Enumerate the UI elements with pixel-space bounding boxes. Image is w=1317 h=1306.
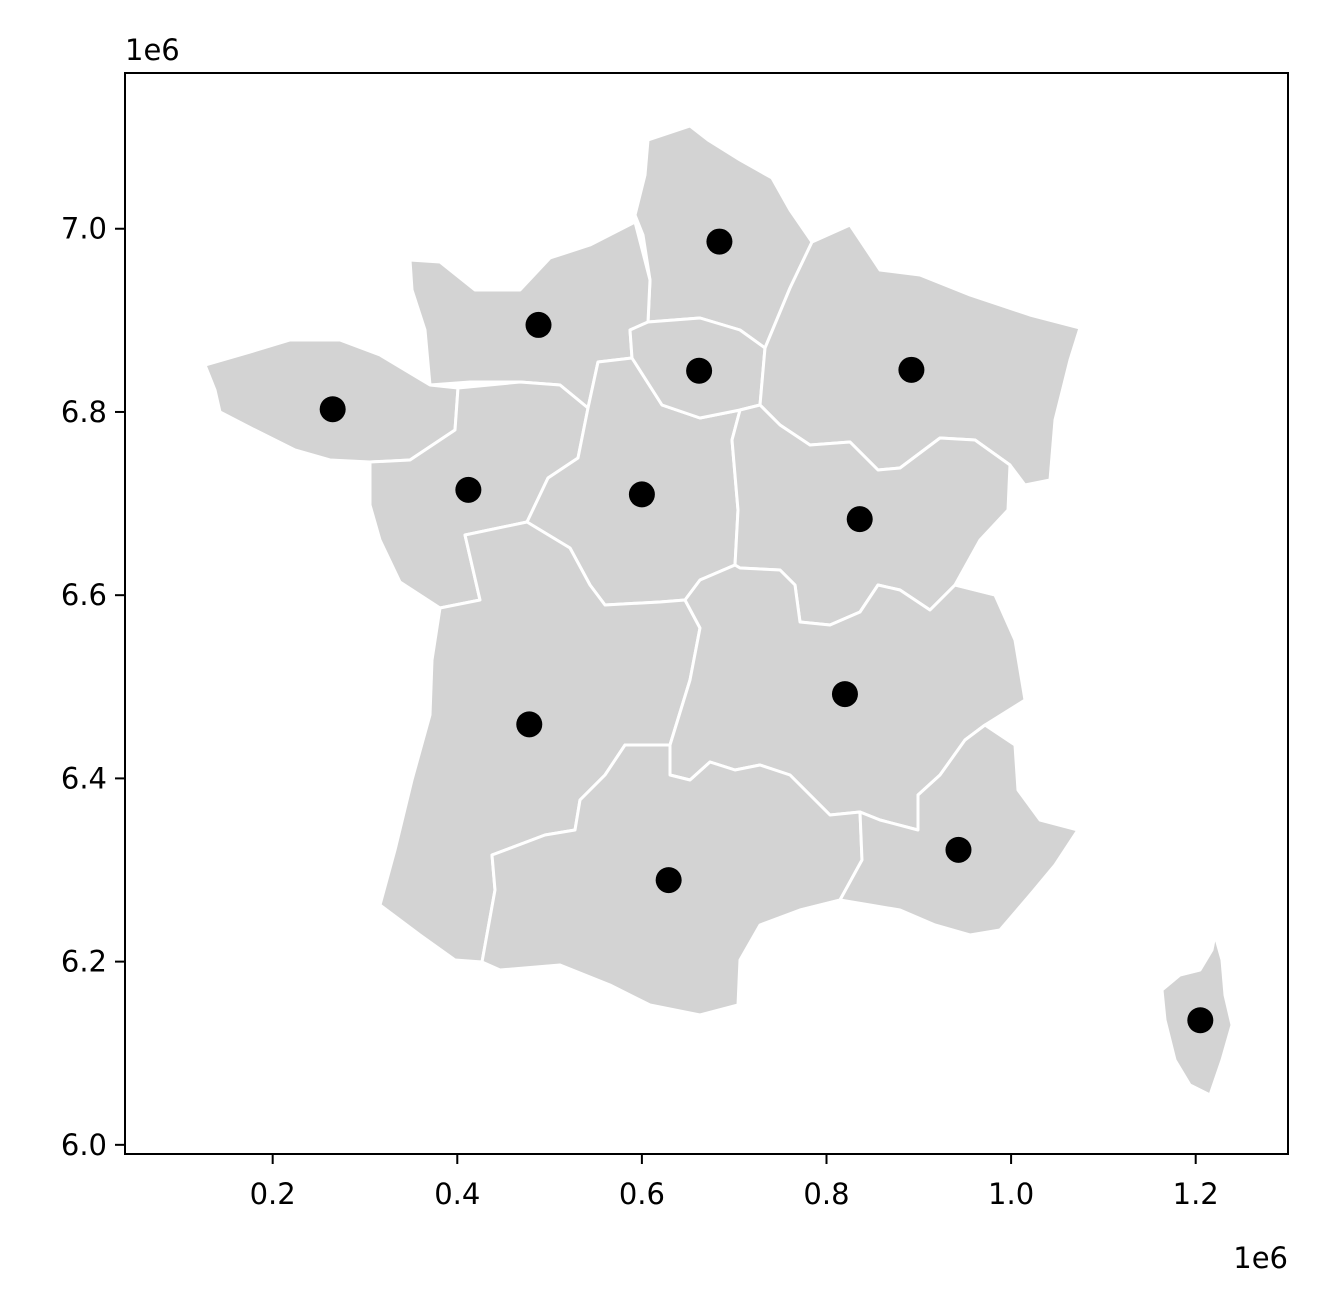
france-regions-map [203,124,1234,1097]
data-point [706,228,733,255]
x-tick-label: 0.2 [250,1177,296,1211]
x-tick-label: 1.0 [988,1177,1034,1211]
y-tick-label: 6.6 [61,578,107,612]
data-point [455,476,482,503]
data-point [628,481,655,508]
y-tick-label: 6.4 [61,761,107,795]
x-axis-ticks: 0.2 0.4 0.6 0.8 1.0 1.2 [250,1154,1219,1211]
axes-frame [124,72,1289,1155]
x-tick-label: 0.4 [434,1177,480,1211]
y-tick-label: 7.0 [61,212,107,246]
y-tick-label: 6.0 [61,1128,107,1162]
x-axis-offset-label: 1e6 [1233,1241,1288,1275]
data-point [831,681,858,708]
data-point [525,311,552,338]
y-tick-label: 6.2 [61,945,107,979]
data-point [686,357,713,384]
region-centroid-points [319,228,1214,1034]
data-point [898,356,925,383]
y-tick-label: 6.8 [61,395,107,429]
data-point [846,506,873,533]
x-tick-label: 1.2 [1173,1177,1219,1211]
data-point [945,836,972,863]
y-axis-ticks: 6.0 6.2 6.4 6.6 6.8 7.0 [61,212,125,1162]
data-point [655,867,682,894]
data-point [319,396,346,423]
data-point [1187,1007,1214,1034]
x-tick-label: 0.6 [619,1177,665,1211]
y-axis-offset-label: 1e6 [125,33,180,67]
data-point [516,711,543,738]
region-paca [838,723,1080,937]
x-tick-label: 0.8 [803,1177,849,1211]
